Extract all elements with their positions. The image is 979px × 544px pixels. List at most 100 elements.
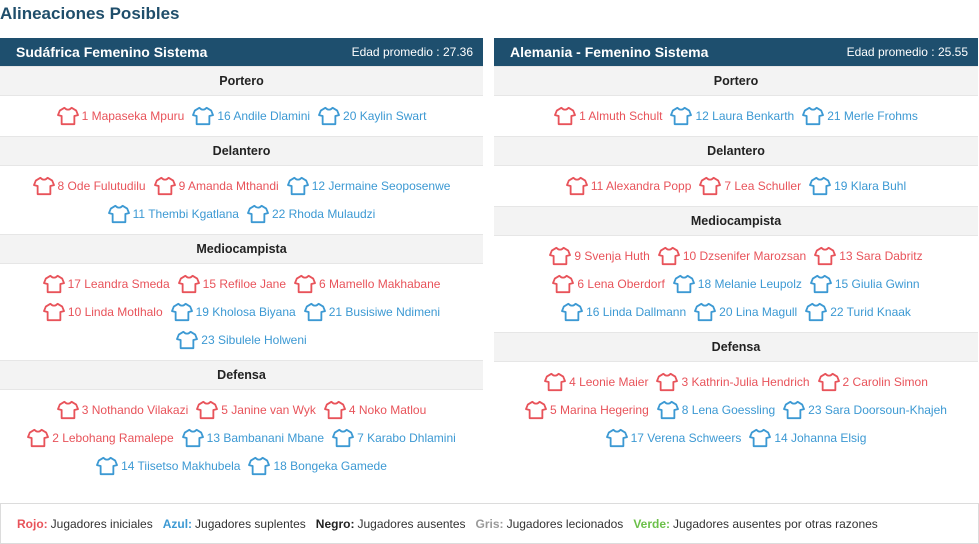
player-link[interactable]: 16 Linda Dallmann (561, 302, 686, 322)
team-name: Sudáfrica Femenino Sistema (16, 44, 208, 60)
position-header: Mediocampista (494, 206, 978, 236)
player-name: 12 Laura Benkarth (695, 109, 795, 123)
average-age: Edad promedio : 27.36 (351, 45, 473, 59)
player-name: 12 Jermaine Seoposenwe (311, 179, 451, 193)
player-link[interactable]: 22 Turid Knaak (805, 302, 911, 322)
player-link[interactable]: 18 Melanie Leupolz (672, 274, 802, 294)
player-link[interactable]: 23 Sara Doorsoun-Khajeh (783, 400, 947, 420)
player-link[interactable]: 17 Verena Schweers (605, 428, 742, 448)
player-link[interactable]: 23 Sibulele Holweni (176, 330, 307, 350)
player-link[interactable]: 5 Janine van Wyk (196, 400, 316, 420)
player-name: 4 Noko Matlou (348, 403, 427, 417)
player-row: 4 Leonie Maier 3 Kathrin-Julia Hendrich 2 … (494, 368, 978, 396)
player-link[interactable]: 2 Lebohang Ramalepe (27, 428, 174, 448)
team-header: Sudáfrica Femenino Sistema Edad promedio … (0, 38, 483, 66)
player-row: 9 Svenja Huth 10 Dzsenifer Marozsan 13 Sar… (494, 242, 978, 270)
player-link[interactable]: 14 Johanna Elsig (749, 428, 866, 448)
player-row: 11 Thembi Kgatlana 22 Rhoda Mulaudzi (0, 200, 483, 228)
player-link[interactable]: 10 Linda Motlhalo (42, 302, 163, 322)
player-row: 1 Almuth Schult 12 Laura Benkarth 21 Merle… (494, 102, 978, 130)
player-link[interactable]: 4 Leonie Maier (544, 372, 648, 392)
legend-desc: Jugadores ausentes (357, 516, 466, 531)
shirt-icon (805, 302, 828, 322)
legend-key: Rojo: (17, 516, 48, 531)
player-link[interactable]: 13 Bambanani Mbane (181, 428, 324, 448)
player-link[interactable]: 11 Alexandra Popp (565, 176, 691, 196)
shirt-icon (670, 106, 693, 126)
player-name: 14 Tiisetso Makhubela (121, 459, 241, 473)
player-link[interactable]: 10 Dzsenifer Marozsan (657, 246, 806, 266)
player-link[interactable]: 2 Carolin Simon (817, 372, 928, 392)
player-link[interactable]: 8 Lena Goessling (656, 400, 776, 420)
legend-desc: Jugadores iniciales (50, 516, 153, 531)
player-link[interactable]: 21 Busisiwe Ndimeni (303, 302, 440, 322)
player-link[interactable]: 4 Noko Matlou (323, 400, 427, 420)
shirt-icon (694, 302, 717, 322)
player-link[interactable]: 15 Refiloe Jane (177, 274, 286, 294)
player-link[interactable]: 14 Tiisetso Makhubela (96, 456, 240, 476)
player-link[interactable]: 15 Giulia Gwinn (809, 274, 920, 294)
shirt-icon (783, 400, 806, 420)
player-link[interactable]: 7 Karabo Dhlamini (332, 428, 456, 448)
player-link[interactable]: 1 Mapaseka Mpuru (56, 106, 184, 126)
player-link[interactable]: 20 Lina Magull (694, 302, 797, 322)
shirt-icon (247, 204, 269, 224)
shirt-icon (817, 372, 840, 392)
shirt-icon (656, 372, 679, 392)
position-header: Mediocampista (0, 234, 483, 264)
player-link[interactable]: 19 Kholosa Biyana (170, 302, 296, 322)
player-link[interactable]: 20 Kaylin Swart (318, 106, 426, 126)
player-link[interactable]: 19 Klara Buhl (809, 176, 906, 196)
player-link[interactable]: 16 Andile Dlamini (192, 106, 310, 126)
player-name: 17 Verena Schweers (630, 431, 742, 445)
player-link[interactable]: 6 Mamello Makhabane (294, 274, 440, 294)
player-name: 6 Mamello Makhabane (319, 277, 441, 291)
player-row: 16 Linda Dallmann 20 Lina Magull 22 Turid … (494, 298, 978, 326)
shirt-icon (657, 246, 680, 266)
legend-item: Gris: Jugadores lecionados (476, 517, 624, 531)
player-link[interactable]: 12 Jermaine Seoposenwe (286, 176, 451, 196)
player-name: 14 Johanna Elsig (774, 431, 867, 445)
position-players: 11 Alexandra Popp 7 Lea Schuller 19 Klara … (494, 166, 978, 206)
player-link[interactable]: 6 Lena Oberdorf (552, 274, 665, 294)
player-name: 13 Sara Dabritz (839, 249, 923, 263)
shirt-icon (27, 428, 50, 448)
player-link[interactable]: 11 Thembi Kgatlana (107, 204, 239, 224)
player-link[interactable]: 18 Bongeka Gamede (248, 456, 387, 476)
player-link[interactable]: 8 Ode Fulutudilu (32, 176, 146, 196)
shirt-icon (656, 400, 679, 420)
player-name: 2 Carolin Simon (842, 375, 928, 389)
player-link[interactable]: 9 Svenja Huth (549, 246, 650, 266)
shirt-icon (561, 302, 583, 322)
shirt-icon (549, 246, 572, 266)
shirt-icon (176, 330, 199, 350)
player-link[interactable]: 12 Laura Benkarth (670, 106, 794, 126)
player-link[interactable]: 13 Sara Dabritz (814, 246, 923, 266)
position-header: Portero (494, 66, 978, 96)
shirt-icon (96, 456, 118, 476)
shirt-icon (196, 400, 219, 420)
player-link[interactable]: 21 Merle Frohms (802, 106, 918, 126)
position-players: 1 Almuth Schult 12 Laura Benkarth 21 Merle… (494, 96, 978, 136)
player-link[interactable]: 3 Kathrin-Julia Hendrich (656, 372, 810, 392)
legend-key: Verde: (633, 516, 670, 531)
shirt-icon (814, 246, 837, 266)
player-name: 5 Marina Hegering (550, 403, 649, 417)
player-link[interactable]: 3 Nothando Vilakazi (56, 400, 188, 420)
player-name: 9 Svenja Huth (574, 249, 650, 263)
player-name: 8 Lena Goessling (681, 403, 776, 417)
player-link[interactable]: 17 Leandra Smeda (42, 274, 170, 294)
player-link[interactable]: 22 Rhoda Mulaudzi (247, 204, 375, 224)
player-link[interactable]: 7 Lea Schuller (699, 176, 801, 196)
player-link[interactable]: 9 Amanda Mthandi (153, 176, 279, 196)
position-players: 17 Leandra Smeda 15 Refiloe Jane 6 Mamello… (0, 264, 483, 360)
player-row: 23 Sibulele Holweni (0, 326, 483, 354)
player-row: 3 Nothando Vilakazi 5 Janine van Wyk 4 Nok… (0, 396, 483, 424)
shirt-icon (153, 176, 176, 196)
shirt-icon (56, 400, 79, 420)
shirt-icon (699, 176, 722, 196)
player-link[interactable]: 1 Almuth Schult (554, 106, 662, 126)
player-name: 16 Linda Dallmann (586, 305, 687, 319)
player-link[interactable]: 5 Marina Hegering (525, 400, 649, 420)
shirt-icon (107, 204, 130, 224)
